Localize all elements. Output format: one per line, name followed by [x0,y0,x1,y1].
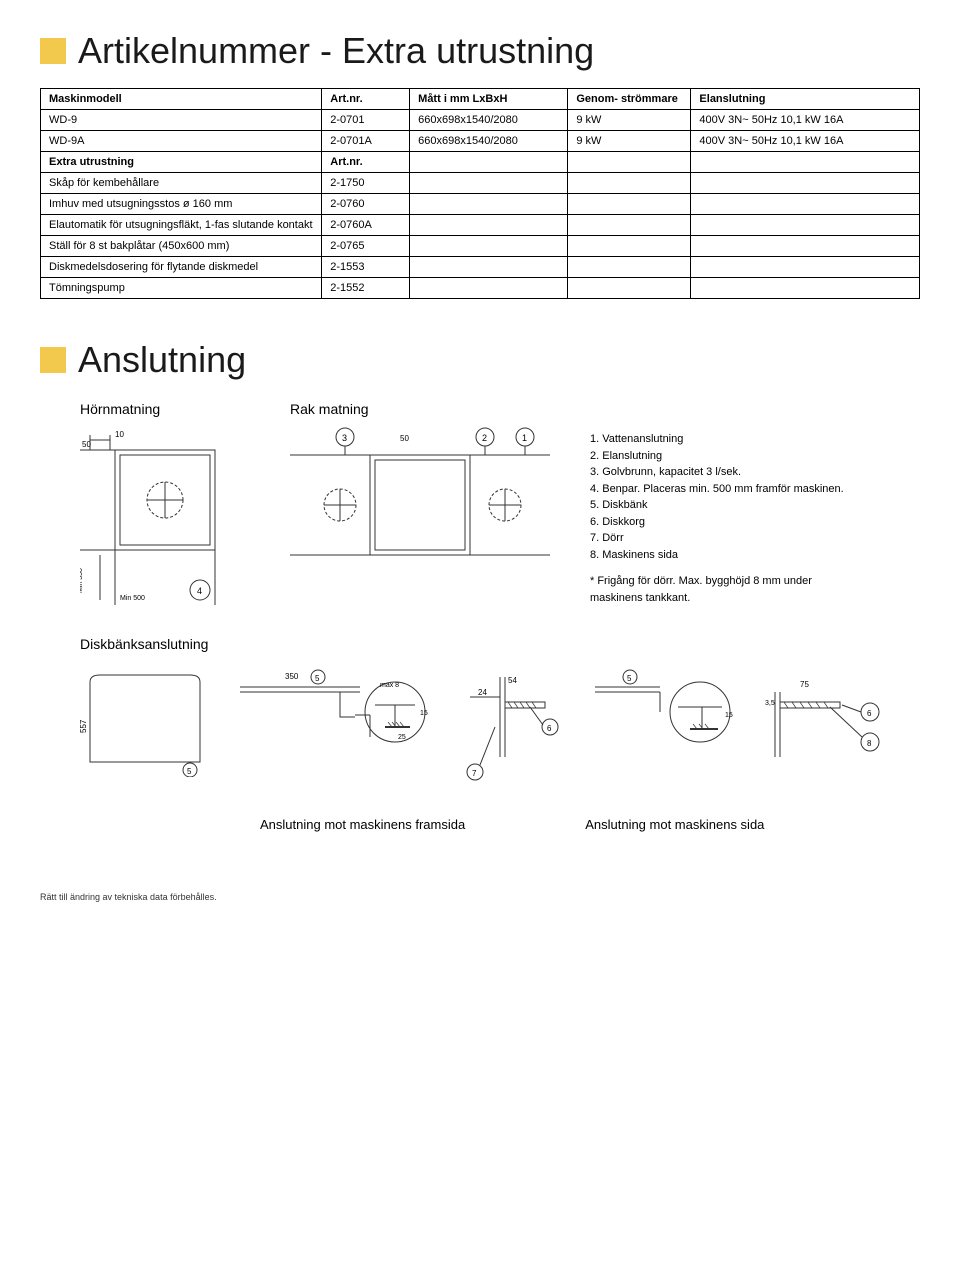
spec-table: Maskinmodell Art.nr. Mått i mm LxBxH Gen… [40,88,920,299]
dim-50: 50 [82,440,91,449]
dim-54: 54 [508,676,517,685]
feed-row: Hörnmatning [80,401,920,606]
table-row: WD-9A2-0701A660x698x1540/20809 kW400V 3N… [41,131,920,152]
table-row: Imhuv med utsugningsstos ø 160 mm2-0760 [41,194,920,215]
dim-557: 557 [80,719,88,733]
table-head-row: Maskinmodell Art.nr. Mått i mm LxBxH Gen… [41,89,920,110]
callout-8: 8 [867,739,872,748]
col-model: Maskinmodell [41,89,322,110]
rak-label: Rak matning [290,401,550,417]
dim-24: 24 [478,688,487,697]
horn-col: Hörnmatning [80,401,250,606]
section1-header: Artikelnummer - Extra utrustning [40,30,920,72]
legend-item: 7. Dörr [590,530,850,547]
legend-item: 6. Diskkorg [590,514,850,531]
horn-diagram: 50 10 Min 350 Min 500 4 [80,425,250,605]
dim-50b: 50 [400,434,409,443]
db-detail4: 75 3,5 8 6 [760,667,900,777]
table-row: Elautomatik för utsugningsfläkt, 1-fas s… [41,215,920,236]
col-elan: Elanslutning [691,89,920,110]
callout-4: 4 [197,586,202,596]
caption-sida: Anslutning mot maskinens sida [585,817,764,832]
col-art: Art.nr. [322,89,410,110]
legend-item: 8. Maskinens sida [590,547,850,564]
col-genom: Genom- strömmare [568,89,691,110]
subheader-c1: Art.nr. [322,152,410,173]
dim-25: 25 [398,734,406,741]
subheader-c0: Extra utrustning [41,152,322,173]
table-row: Diskmedelsdosering för flytande diskmede… [41,257,920,278]
diskbank-diagrams: 557 5 [80,667,920,787]
callout-2: 2 [482,433,487,443]
dim-min500: Min 500 [120,595,145,602]
callout-7: 7 [472,769,477,778]
horn-label: Hörnmatning [80,401,250,417]
legend-item: 2. Elanslutning [590,448,850,465]
table-row: Skåp för kembehållare2-1750 [41,173,920,194]
db-detail2: 54 24 7 6 [450,667,570,787]
dim-10: 10 [115,430,124,439]
table-row: WD-92-0701660x698x1540/20809 kW400V 3N~ … [41,110,920,131]
dim-3_5: 3,5 [765,700,775,707]
section2-title: Anslutning [78,339,246,381]
legend-note: * Frigång för dörr. Max. bygghöjd 8 mm u… [590,573,850,606]
footer-text: Rätt till ändring av tekniska data förbe… [40,892,920,902]
dim-15: 15 [420,710,428,717]
callout-6a: 6 [547,724,552,733]
table-row: Tömningspump2-1552 [41,278,920,299]
db-detail1: 350 max 8 15 25 5 [230,667,430,787]
callout-1: 1 [522,433,527,443]
dim-350: 350 [285,672,299,681]
subheader-row: Extra utrustning Art.nr. [41,152,920,173]
callout-5b: 5 [315,674,320,683]
legend-item: 5. Diskbänk [590,497,850,514]
callout-5a: 5 [187,767,192,776]
section2-header: Anslutning [40,339,920,381]
callout-3: 3 [342,433,347,443]
bullet-icon [40,38,66,64]
section1-title: Artikelnummer - Extra utrustning [78,30,594,72]
diskbank-title: Diskbänksanslutning [80,636,920,652]
db-detail3: 5 15 [590,667,740,777]
dim-15b: 15 [725,712,733,719]
legend-item: 1. Vattenanslutning [590,431,850,448]
diskbank-section: Diskbänksanslutning 557 5 [80,636,920,787]
col-matt: Mått i mm LxBxH [410,89,568,110]
dim-min350: Min 350 [80,568,84,593]
rak-diagram: 3 50 2 1 [290,425,550,605]
db-topview: 557 5 [80,667,210,777]
legend-item: 3. Golvbrunn, kapacitet 3 l/sek. [590,464,850,481]
dim-max8: max 8 [380,682,399,689]
caption-framsida: Anslutning mot maskinens framsida [260,817,465,832]
legend-item: 4. Benpar. Placeras min. 500 mm framför … [590,481,850,498]
callout-5c: 5 [627,674,632,683]
bottom-captions: Anslutning mot maskinens framsida Anslut… [260,817,920,832]
anslutning-content: Hörnmatning [80,401,920,832]
bullet-icon [40,347,66,373]
dim-75: 75 [800,680,809,689]
table-row: Ställ för 8 st bakplåtar (450x600 mm)2-0… [41,236,920,257]
rak-col: Rak matning [290,401,550,606]
callout-6b: 6 [867,709,872,718]
legend: 1. Vattenanslutning2. Elanslutning3. Gol… [590,431,850,606]
